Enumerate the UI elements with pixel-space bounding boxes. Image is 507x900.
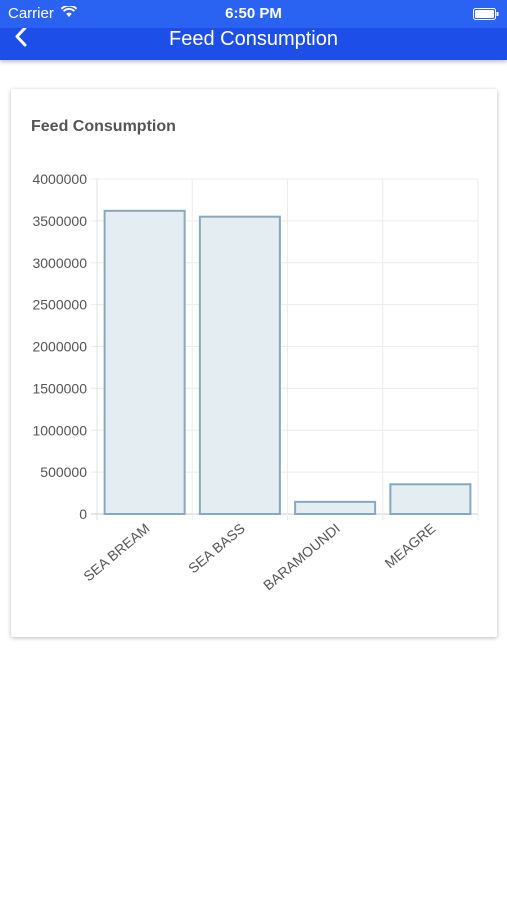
x-tick-label: BARAMOUNDI: [260, 520, 343, 593]
y-tick-label: 1000000: [32, 422, 87, 438]
nav-bar: Feed Consumption: [0, 26, 507, 60]
y-tick-label: 500000: [40, 464, 87, 480]
y-tick-label: 0: [79, 506, 87, 522]
app-header: Carrier 6:50 PM Feed Consumption: [0, 0, 507, 60]
bar: [198, 215, 281, 515]
y-tick-label: 2000000: [32, 339, 87, 355]
wifi-icon: [61, 6, 77, 17]
x-tick-label: SEA BASS: [185, 520, 248, 576]
page-title: Feed Consumption: [169, 28, 338, 50]
chart-card: Feed Consumption 0 500000 1000000 1500000 20…: [11, 89, 497, 637]
y-tick-label: 3500000: [32, 213, 87, 229]
card-title: Feed Consumption: [31, 118, 176, 135]
y-tick-label: 3000000: [32, 255, 87, 271]
chevron-left-icon: [15, 26, 27, 47]
battery-icon: [473, 8, 499, 20]
carrier-label: Carrier: [8, 5, 54, 22]
y-tick-label: 2500000: [32, 297, 87, 313]
y-tick-label: 4000000: [32, 171, 87, 187]
status-time: 6:50 PM: [225, 5, 282, 22]
y-tick-label: 1500000: [32, 380, 87, 396]
x-tick-label: SEA BREAM: [80, 520, 152, 584]
bar: [294, 500, 377, 516]
status-bar: Carrier 6:50 PM: [0, 0, 507, 28]
x-tick-label: MEAGRE: [382, 520, 439, 571]
bar-chart: 0 500000 1000000 1500000 2000000 2500000 30000…: [32, 171, 479, 593]
bar: [103, 209, 186, 515]
bar: [389, 483, 472, 515]
back-button[interactable]: [10, 26, 40, 56]
